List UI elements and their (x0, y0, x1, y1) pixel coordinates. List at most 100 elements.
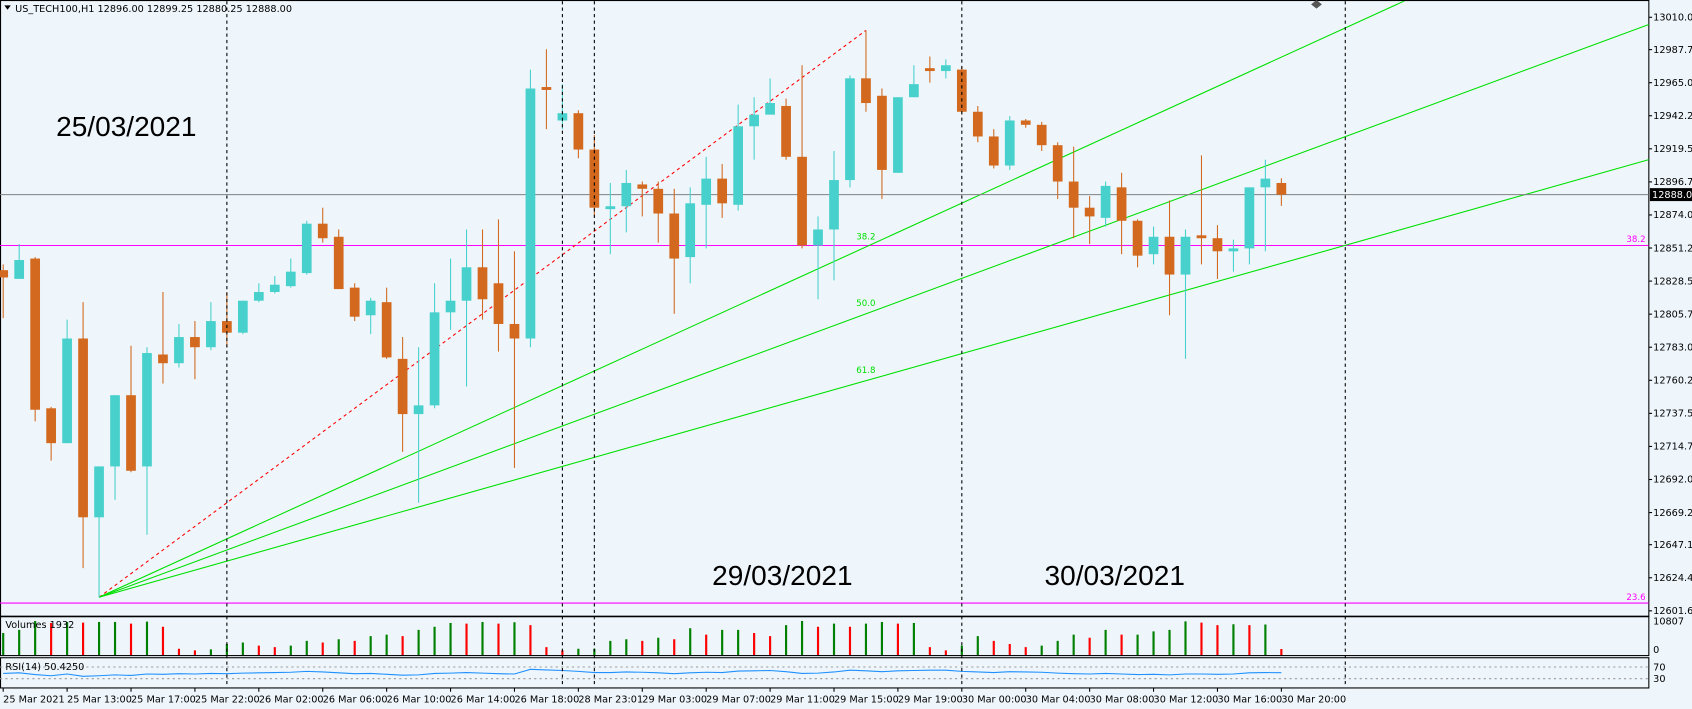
candle-body (174, 337, 184, 364)
candle-body (637, 184, 648, 189)
volume-name: Volumes (5, 620, 46, 631)
volume-tick-label: 10807 (1653, 616, 1684, 627)
symbol: US_TECH100,H1 (15, 4, 94, 15)
candle-body (429, 312, 440, 406)
x-tick-label: 30 Mar 04:00 (1026, 695, 1091, 706)
price-plot: 38.2 23.6 38.2 50.0 61.8 (0, 1, 1649, 604)
x-tick-label: 25 Mar 22:00 (195, 695, 260, 706)
candle-body (909, 84, 919, 98)
candle-body (30, 258, 41, 410)
date-annotation: 29/03/2021 (712, 560, 852, 591)
candle-body (269, 284, 280, 292)
fan-level-label: 61.8 (856, 366, 875, 376)
candle-body (573, 113, 584, 150)
y-tick-label: 12919.50 (1653, 144, 1692, 155)
x-tick-label: 26 Mar 14:00 (451, 695, 516, 706)
candle-body (605, 206, 616, 210)
candle-body (653, 188, 664, 214)
header-close: 12888.00 (246, 4, 292, 15)
y-tick-label: 12987.75 (1653, 45, 1692, 56)
candle-body (717, 178, 728, 204)
y-tick-label: 12760.25 (1653, 376, 1692, 387)
candle-body (0, 270, 9, 278)
y-tick-label: 12874.00 (1653, 210, 1692, 221)
candle-body (621, 182, 632, 207)
rsi-line (3, 668, 1282, 677)
candle-body (1164, 236, 1175, 275)
candle-body (126, 395, 136, 471)
chart-header: US_TECH100,H1 12896.00 12899.25 12880.25… (15, 4, 292, 15)
candle-body (1132, 220, 1143, 256)
x-tick-label: 30 Mar 12:00 (1154, 695, 1219, 706)
candle-body (62, 338, 72, 444)
candle-body (477, 267, 488, 300)
candle-body (1276, 182, 1287, 195)
candle-body (190, 337, 200, 348)
candle-body (893, 97, 903, 173)
x-tick-label: 26 Mar 02:00 (259, 695, 324, 706)
candle-body (461, 267, 472, 301)
candle-body (110, 395, 120, 467)
candle-body (1196, 235, 1207, 239)
candle-body (701, 178, 712, 205)
candle-body (317, 223, 328, 239)
candle-body (349, 287, 360, 317)
candle-body (1020, 120, 1031, 125)
x-tick-label: 25 Mar 17:00 (131, 695, 196, 706)
horizontal-level-label: 23.6 (1626, 593, 1645, 603)
fan-line (98, 159, 1649, 598)
y-tick-label: 12647.15 (1653, 540, 1692, 551)
candle-body (781, 105, 791, 157)
candle-body (1100, 185, 1111, 218)
candle-body (1052, 145, 1063, 182)
y-tick-label: 12669.25 (1653, 508, 1692, 519)
x-tick-label: 29 Mar 07:00 (706, 695, 771, 706)
rsi-label: RSI(14) 50.4250 (5, 662, 84, 673)
x-tick-label: 30 Mar 00:00 (962, 695, 1027, 706)
candle-body (525, 88, 536, 339)
rsi-current: 50.4250 (44, 662, 84, 673)
current-price-label: 12888.00 (1652, 190, 1692, 201)
candle-body (972, 111, 983, 137)
candle-body (445, 300, 456, 313)
y-tick-label: 13010.00 (1653, 13, 1692, 24)
volume-label: Volumes 1932 (5, 620, 74, 631)
volume-plot (2, 621, 1283, 656)
object-marker (1311, 0, 1322, 9)
y-tick-label: 12965.00 (1653, 78, 1692, 89)
candle-body (78, 338, 88, 518)
candle-body (940, 65, 951, 72)
candle-body (365, 300, 376, 316)
candle-body (493, 283, 504, 324)
candle-body (46, 408, 56, 444)
x-tick-label: 30 Mar 20:00 (1281, 695, 1346, 706)
x-tick-label: 29 Mar 11:00 (770, 695, 835, 706)
x-tick-label: 26 Mar 10:00 (387, 695, 452, 706)
fan-level-label: 38.2 (856, 232, 875, 242)
volume-current: 1932 (50, 620, 75, 631)
y-tick-label: 12601.65 (1653, 606, 1692, 617)
x-tick-label: 25 Mar 2021 (3, 695, 65, 706)
rsi-tick-label: 30 (1653, 674, 1665, 685)
candle-body (1116, 187, 1127, 221)
candle-body (1180, 236, 1191, 275)
y-tick-label: 12624.40 (1653, 573, 1692, 584)
candle-body (381, 302, 392, 358)
header-open: 12896.00 (98, 4, 144, 15)
candle-body (1084, 207, 1095, 217)
rsi-pane-border (0, 657, 1650, 689)
header-high: 12899.25 (147, 4, 193, 15)
candle-body (765, 103, 775, 115)
candle-body (14, 260, 25, 279)
date-annotation: 30/03/2021 (1045, 560, 1185, 591)
x-tick-label: 29 Mar 03:00 (642, 695, 707, 706)
candle-body (829, 180, 839, 230)
x-tick-label: 30 Mar 16:00 (1217, 695, 1282, 706)
candle-body (413, 405, 424, 415)
header-arrow (4, 5, 11, 10)
candle-body (1244, 187, 1255, 249)
rsi-name: RSI(14) (5, 662, 41, 673)
candle-body (1068, 181, 1079, 208)
